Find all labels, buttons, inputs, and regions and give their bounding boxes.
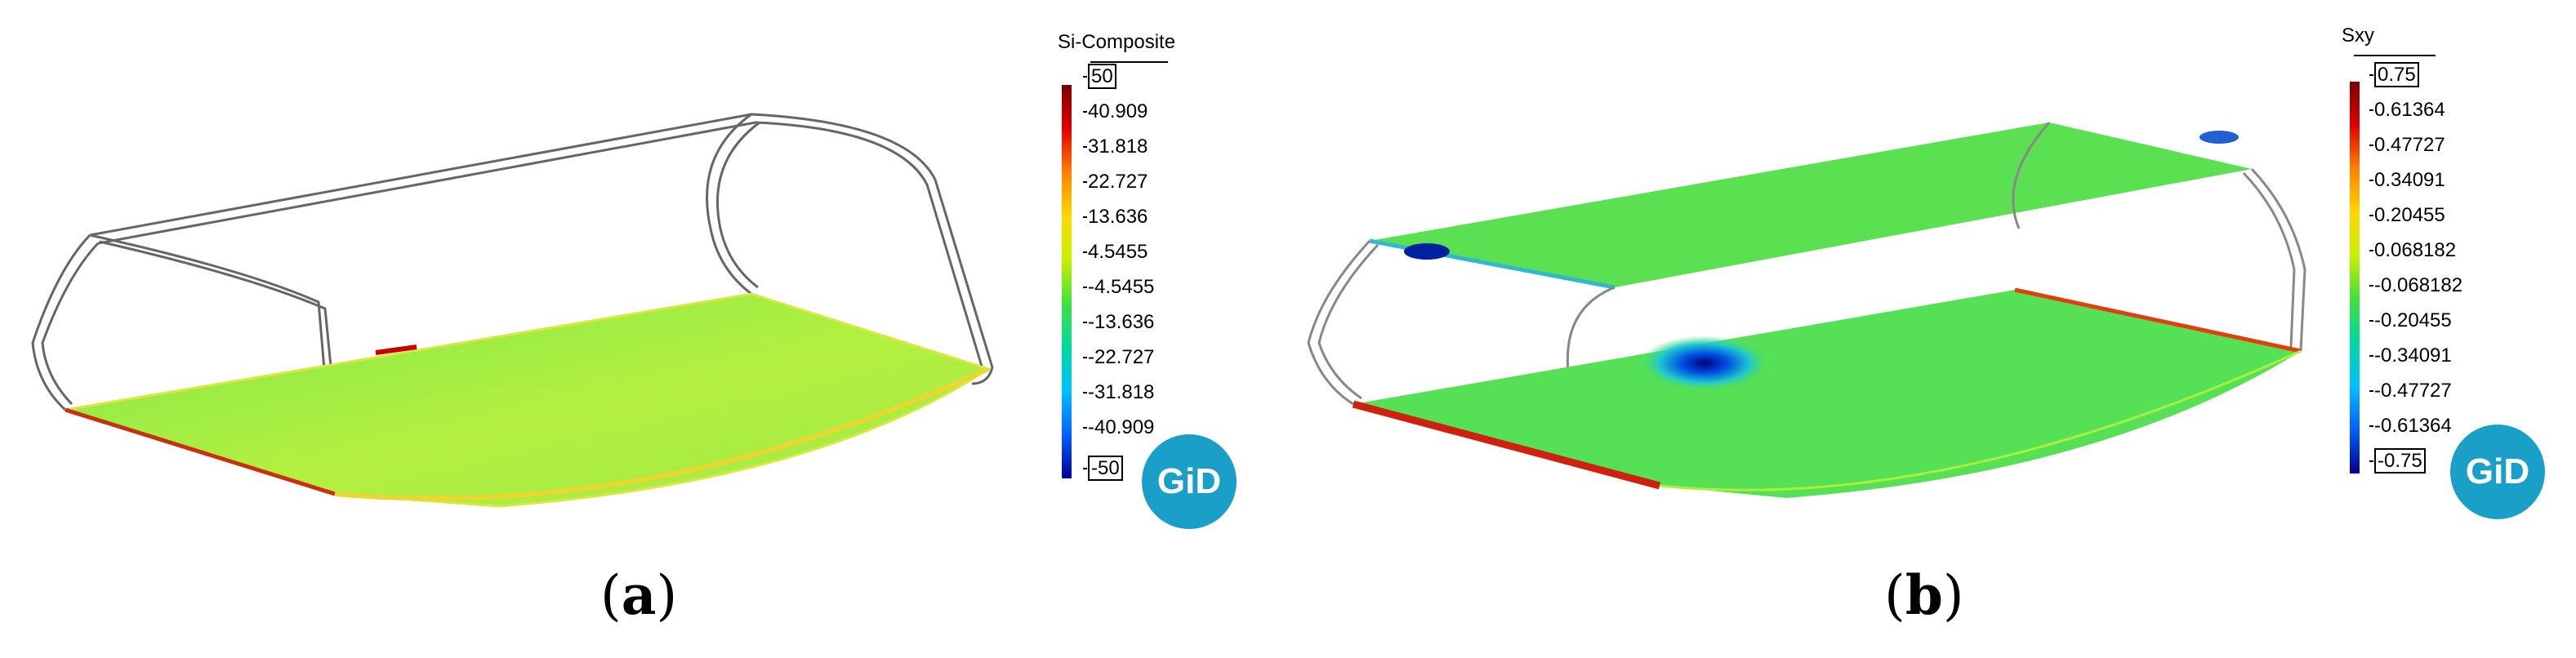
legend-tick: 0.20455: [2369, 206, 2445, 225]
legend-tick: 22.727: [1083, 172, 1148, 192]
legend-tick: -0.75: [2369, 448, 2426, 473]
caption-a: (a): [600, 563, 678, 627]
legend-tick: -31.818: [1083, 383, 1154, 402]
legend-tick: -40.909: [1083, 418, 1154, 438]
panel-b: Sxy 0.75 0.61364 0.47727 0.34091 0.20455…: [1288, 0, 2576, 658]
bottom-plate-b: [1353, 290, 2301, 498]
legend-divider: [1090, 61, 1168, 63]
legend-tick: -0.34091: [2369, 346, 2452, 366]
legend-tick: -0.61364: [2369, 416, 2452, 436]
structure-plot-b: [1307, 122, 2306, 498]
structure-plot-a: [31, 113, 994, 508]
legend-tick: -4.5455: [1083, 278, 1154, 297]
legend-tick: -0.47727: [2369, 381, 2452, 401]
legend-tick: -13.636: [1083, 313, 1154, 332]
result-plate-a: [65, 292, 992, 508]
wireframe-shell-b: [1307, 122, 2306, 487]
legend-title: Sxy: [2342, 24, 2375, 47]
legend-tick: 0.068182: [2369, 241, 2456, 260]
legend-tick: 13.636: [1083, 207, 1148, 227]
legend-tick: -0.068182: [2369, 276, 2462, 296]
legend-tick: 0.34091: [2369, 171, 2445, 190]
legend-tick: -22.727: [1083, 348, 1154, 367]
gid-logo: GiD: [2450, 425, 2545, 519]
gid-logo: GiD: [1142, 434, 1237, 529]
wireframe-shell-a: [31, 113, 994, 495]
colorbar-b: [2350, 82, 2360, 473]
legend-title: Si-Composite: [1058, 31, 1176, 53]
legend-tick: 4.5455: [1083, 242, 1148, 262]
legend-tick: -0.20455: [2369, 311, 2452, 331]
top-plate-b: [1370, 122, 2252, 287]
caption-b: (b): [1884, 563, 1964, 627]
legend-tick: 31.818: [1083, 137, 1148, 157]
legend-tick: 0.47727: [2369, 136, 2445, 155]
legend-divider: [2354, 55, 2436, 56]
colorbar-a: [1062, 85, 1072, 478]
panel-a: Si-Composite 50 40.909 31.818 22.727 13.…: [31, 31, 1237, 627]
legend-tick: 0.75: [2369, 62, 2419, 87]
legend-tick: 50: [1083, 64, 1116, 89]
legend-tick: 0.61364: [2369, 100, 2445, 120]
legend-tick: 40.909: [1083, 102, 1148, 122]
legend-tick: -50: [1083, 456, 1123, 481]
